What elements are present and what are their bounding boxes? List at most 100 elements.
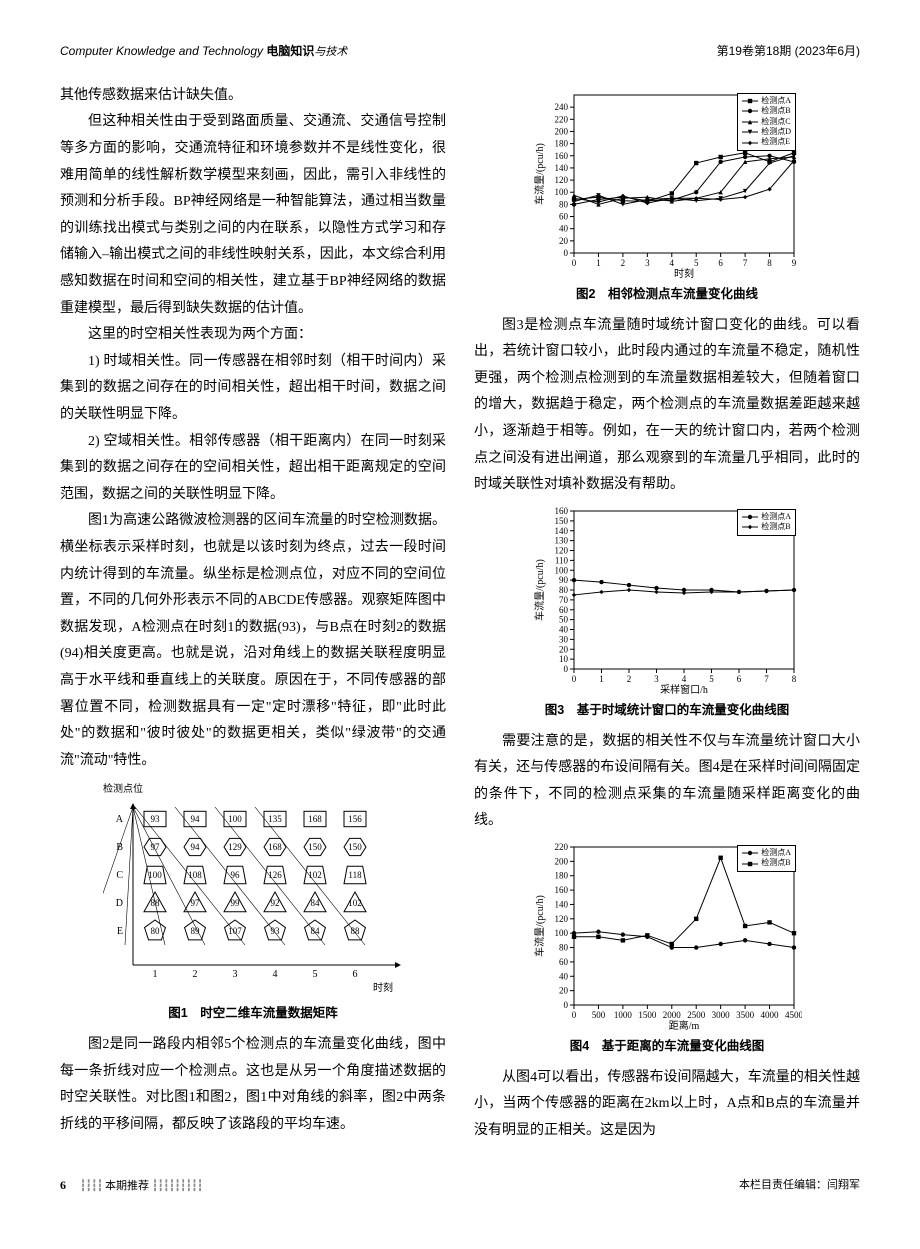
svg-text:0: 0 bbox=[564, 664, 569, 674]
legend-item: 检测点B bbox=[742, 106, 791, 116]
svg-text:1: 1 bbox=[599, 674, 604, 684]
svg-text:500: 500 bbox=[592, 1010, 606, 1020]
svg-text:车流量/(pcu/h): 车流量/(pcu/h) bbox=[533, 559, 546, 621]
svg-text:200: 200 bbox=[555, 856, 569, 866]
svg-text:D: D bbox=[116, 898, 123, 909]
svg-text:84: 84 bbox=[311, 926, 321, 936]
svg-text:110: 110 bbox=[555, 555, 569, 565]
svg-text:140: 140 bbox=[555, 526, 569, 536]
svg-text:3000: 3000 bbox=[712, 1010, 731, 1020]
figure-4: 0500100015002000250030003500400045000204… bbox=[532, 841, 802, 1031]
svg-text:6: 6 bbox=[718, 258, 723, 268]
legend-item: 检测点C bbox=[742, 117, 791, 127]
svg-text:50: 50 bbox=[559, 614, 569, 624]
issue-info: 第19卷第18期 (2023年6月) bbox=[717, 40, 860, 63]
svg-text:4: 4 bbox=[273, 969, 278, 979]
svg-text:240: 240 bbox=[555, 102, 569, 112]
body-text: 但这种相关性由于受到路面质量、交通流、交通信号控制等多方面的影响，交通流特征和环… bbox=[60, 109, 446, 322]
left-column: 其他传感数据来估计缺失值。 但这种相关性由于受到路面质量、交通流、交通信号控制等… bbox=[60, 83, 446, 1145]
svg-text:3: 3 bbox=[233, 969, 238, 979]
svg-text:3: 3 bbox=[645, 258, 650, 268]
fig1-svg: A9394100135168156B9794129168150150C10010… bbox=[103, 799, 403, 979]
svg-text:3500: 3500 bbox=[736, 1010, 755, 1020]
svg-text:160: 160 bbox=[555, 885, 569, 895]
section-label: 本期推荐 bbox=[105, 1180, 149, 1192]
body-text: 需要注意的是，数据的相关性不仅与车流量统计窗口大小有关，还与传感器的布设间隔有关… bbox=[474, 729, 860, 835]
svg-text:150: 150 bbox=[555, 516, 569, 526]
svg-text:160: 160 bbox=[555, 506, 569, 516]
svg-text:7: 7 bbox=[743, 258, 748, 268]
svg-text:220: 220 bbox=[555, 114, 569, 124]
svg-text:4000: 4000 bbox=[761, 1010, 780, 1020]
svg-text:采样窗口/h: 采样窗口/h bbox=[660, 683, 708, 695]
svg-text:8: 8 bbox=[792, 674, 797, 684]
svg-text:97: 97 bbox=[191, 898, 201, 908]
figure-1: 检测点位 A9394100135168156B9794129168150150C… bbox=[103, 780, 403, 998]
svg-text:108: 108 bbox=[188, 870, 202, 880]
svg-text:120: 120 bbox=[555, 545, 569, 555]
journal-en: Computer Knowledge and Technology bbox=[60, 44, 263, 58]
footer-editor: 本栏目责任编辑：闫翔军 bbox=[739, 1175, 860, 1196]
fig1-ylabel: 检测点位 bbox=[103, 780, 403, 799]
fig3-legend: 检测点A检测点B bbox=[737, 509, 796, 536]
svg-text:70: 70 bbox=[559, 595, 569, 605]
svg-text:0: 0 bbox=[572, 258, 577, 268]
svg-text:100: 100 bbox=[555, 565, 569, 575]
legend-item: 检测点B bbox=[742, 858, 791, 868]
svg-text:94: 94 bbox=[191, 842, 201, 852]
page-footer: 6 ┇┇┇┇ 本期推荐 ┇┇┇┇┇┇┇┇┇ 本栏目责任编辑：闫翔军 bbox=[60, 1174, 860, 1197]
svg-text:1: 1 bbox=[596, 258, 601, 268]
svg-text:80: 80 bbox=[559, 585, 569, 595]
right-column: 0123456789020406080100120140160180200220… bbox=[474, 83, 860, 1145]
journal-cn-bold: 电脑知识 bbox=[266, 44, 314, 58]
svg-text:130: 130 bbox=[555, 535, 569, 545]
svg-text:60: 60 bbox=[559, 605, 569, 615]
svg-text:135: 135 bbox=[268, 814, 282, 824]
svg-text:180: 180 bbox=[555, 871, 569, 881]
svg-text:2: 2 bbox=[627, 674, 632, 684]
svg-text:60: 60 bbox=[559, 957, 569, 967]
svg-text:车流量/(pcu/h): 车流量/(pcu/h) bbox=[533, 143, 546, 205]
svg-text:94: 94 bbox=[191, 814, 201, 824]
legend-item: 检测点D bbox=[742, 127, 791, 137]
svg-text:20: 20 bbox=[559, 644, 569, 654]
svg-text:1000: 1000 bbox=[614, 1010, 633, 1020]
svg-text:180: 180 bbox=[555, 139, 569, 149]
svg-text:102: 102 bbox=[308, 870, 322, 880]
svg-text:4500: 4500 bbox=[785, 1010, 802, 1020]
page-header: Computer Knowledge and Technology 电脑知识与技… bbox=[60, 40, 860, 63]
svg-text:100: 100 bbox=[555, 928, 569, 938]
svg-text:80: 80 bbox=[559, 199, 569, 209]
legend-item: 检测点A bbox=[742, 512, 791, 522]
svg-text:0: 0 bbox=[564, 1000, 569, 1010]
svg-text:1: 1 bbox=[153, 969, 158, 979]
svg-text:100: 100 bbox=[148, 870, 162, 880]
svg-text:A: A bbox=[116, 814, 124, 825]
dashes-icon: ┇┇┇┇ bbox=[80, 1180, 103, 1192]
figure-2: 0123456789020406080100120140160180200220… bbox=[532, 89, 802, 279]
body-text: 2) 空域相关性。相邻传感器（相干距离内）在同一时刻采集到的数据之间存在的空间相… bbox=[60, 429, 446, 509]
svg-text:90: 90 bbox=[559, 575, 569, 585]
svg-text:4: 4 bbox=[682, 674, 687, 684]
svg-text:3: 3 bbox=[654, 674, 659, 684]
svg-text:1500: 1500 bbox=[638, 1010, 657, 1020]
journal-cn-small: 与技术 bbox=[314, 46, 347, 58]
figure-3: 0123456780102030405060708090100110120130… bbox=[532, 505, 802, 695]
svg-text:6: 6 bbox=[353, 969, 358, 979]
svg-text:5: 5 bbox=[709, 674, 714, 684]
fig1-xlabel: 时刻 bbox=[103, 979, 403, 998]
body-text: 1) 时域相关性。同一传感器在相邻时刻（相干时间内）采集到的数据之间存在的时间相… bbox=[60, 349, 446, 429]
svg-text:30: 30 bbox=[559, 634, 569, 644]
fig2-caption: 图2 相邻检测点车流量变化曲线 bbox=[474, 283, 860, 307]
body-text: 图2是同一路段内相邻5个检测点的车流量变化曲线，图中每一条折线对应一个检测点。这… bbox=[60, 1032, 446, 1138]
svg-text:220: 220 bbox=[555, 842, 569, 852]
fig4-legend: 检测点A检测点B bbox=[737, 845, 796, 872]
legend-item: 检测点E bbox=[742, 137, 791, 147]
svg-text:8: 8 bbox=[767, 258, 772, 268]
body-text: 这里的时空相关性表现为两个方面： bbox=[60, 322, 446, 349]
svg-text:107: 107 bbox=[228, 926, 242, 936]
journal-title: Computer Knowledge and Technology 电脑知识与技… bbox=[60, 40, 347, 63]
svg-text:距离/m: 距离/m bbox=[669, 1019, 700, 1031]
svg-text:0: 0 bbox=[572, 1010, 577, 1020]
svg-text:5: 5 bbox=[313, 969, 318, 979]
